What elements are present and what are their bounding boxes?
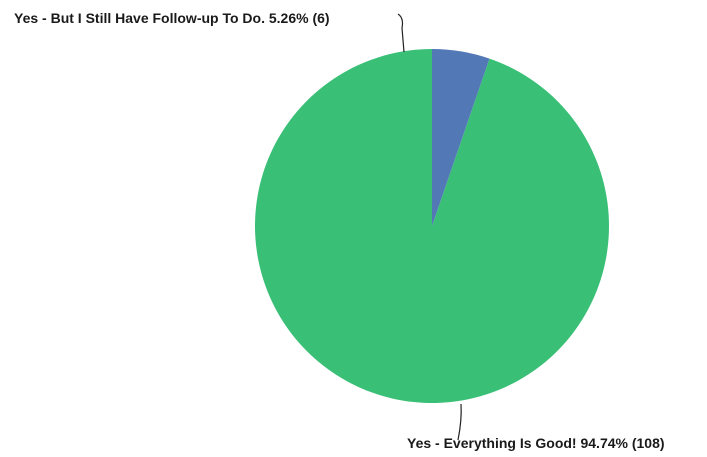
- slice-label-follow-up: Yes - But I Still Have Follow-up To Do. …: [14, 10, 330, 26]
- leader-line-everything-good: [457, 403, 462, 441]
- pie-slice-follow-up: [432, 49, 490, 226]
- leader-line-follow-up: [397, 13, 405, 53]
- slice-label-everything-good: Yes - Everything Is Good! 94.74% (108): [407, 435, 665, 451]
- pie-slice-everything-good: [254, 49, 609, 403]
- pie-slices: [254, 49, 609, 403]
